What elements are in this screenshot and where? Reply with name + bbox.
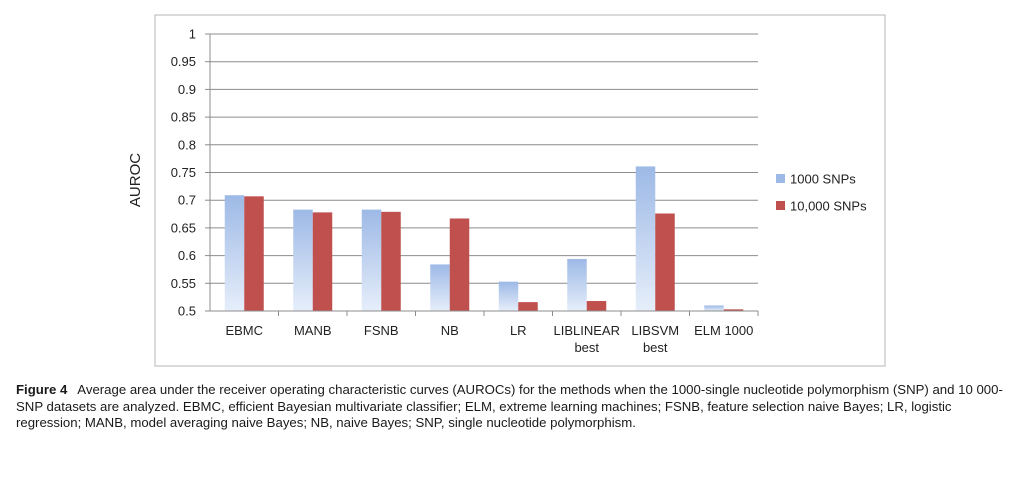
legend-swatch <box>776 174 785 183</box>
bar-10000-snps <box>655 213 675 311</box>
x-category-label: LIBSVM <box>631 323 679 338</box>
y-tick-label: 0.75 <box>171 165 196 180</box>
y-axis-label: AUROC <box>127 153 144 207</box>
y-tick-label: 0.95 <box>171 54 196 69</box>
chart-border <box>154 14 886 367</box>
legend-label: 10,000 SNPs <box>790 199 867 214</box>
bar-1000-snps <box>567 258 587 311</box>
y-tick-label: 0.85 <box>171 110 196 125</box>
bar-10000-snps <box>381 211 401 311</box>
x-category-label: best <box>643 340 668 355</box>
y-tick-label: 0.55 <box>171 276 196 291</box>
x-category-label: EBMC <box>225 323 263 338</box>
bar-1000-snps <box>430 264 450 311</box>
legend-swatch <box>776 201 785 210</box>
chart: 0.5 0.55 0.6 0.65 0.7 0.75 0.8 0.85 0.9 0.95 1 EBM… <box>127 14 886 367</box>
bar-1000-snps <box>224 195 245 311</box>
bar-1000-snps <box>293 209 313 311</box>
x-category-label: LR <box>510 323 527 338</box>
x-category-label: FSNB <box>364 323 399 338</box>
x-category-label: NB <box>441 323 459 338</box>
bar-1000-snps <box>635 166 656 311</box>
bar-1000-snps <box>361 209 382 311</box>
legend-label: 1000 SNPs <box>790 172 856 187</box>
y-tick-labels: 0.5 0.55 0.6 0.65 0.7 0.75 0.8 0.85 0.9 0.95 1 <box>171 27 196 319</box>
x-category-label: MANB <box>294 323 332 338</box>
y-tick-label: 0.7 <box>178 193 196 208</box>
figure-label: Figure 4 <box>16 382 68 397</box>
figure-caption: Figure 4 Average area under the receiver … <box>16 382 1011 432</box>
bar-1000-snps <box>498 281 519 311</box>
bars <box>224 166 744 311</box>
bar-chart-svg: 0.5 0.55 0.6 0.65 0.7 0.75 0.8 0.85 0.9 0.95 1 EBM… <box>127 14 886 367</box>
bar-10000-snps <box>449 218 470 311</box>
bar-10000-snps <box>312 212 333 311</box>
bar-10000-snps <box>723 309 744 311</box>
axes <box>209 34 758 312</box>
bar-10000-snps <box>518 302 538 311</box>
x-category-label: LIBLINEAR <box>554 323 620 338</box>
bar-1000-snps <box>704 305 724 311</box>
y-tick-label: 1 <box>189 27 196 42</box>
x-category-label: ELM 1000 <box>694 323 753 338</box>
caption-text: Average area under the receiver operatin… <box>16 382 1003 430</box>
y-tick-label: 0.8 <box>178 137 196 152</box>
x-category-labels: EBMC MANB FSNB NB LR LIBLINEAR best LIBSVM best E… <box>225 323 753 355</box>
bar-10000-snps <box>244 196 264 311</box>
bar-10000-snps <box>586 301 607 311</box>
y-tick-label: 0.5 <box>178 304 196 319</box>
y-tick-label: 0.6 <box>178 248 196 263</box>
y-tick-label: 0.65 <box>171 220 196 235</box>
legend: 1000 SNPs 10,000 SNPs <box>776 172 867 214</box>
x-category-label: best <box>574 340 599 355</box>
y-tick-label: 0.9 <box>178 82 196 97</box>
